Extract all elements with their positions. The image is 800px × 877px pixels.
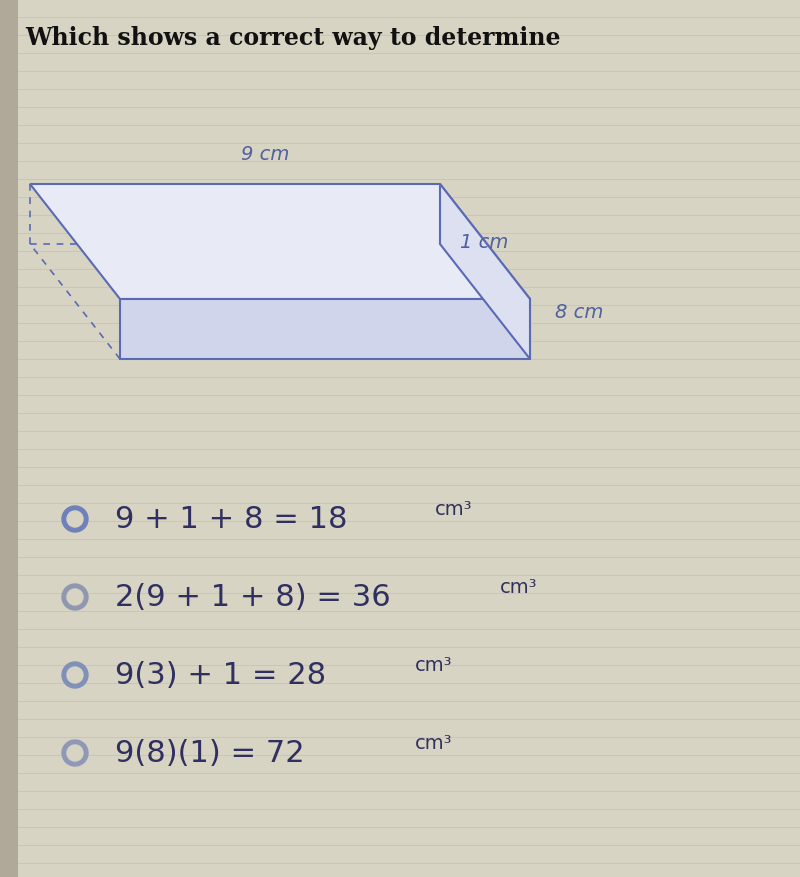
Text: cm³: cm³ <box>415 656 453 674</box>
Text: 9(8)(1) = 72: 9(8)(1) = 72 <box>115 738 305 767</box>
Polygon shape <box>30 185 530 300</box>
Circle shape <box>62 662 88 688</box>
Text: 8 cm: 8 cm <box>555 303 603 322</box>
Polygon shape <box>440 185 530 360</box>
Circle shape <box>62 506 88 532</box>
Circle shape <box>62 740 88 766</box>
Circle shape <box>67 667 83 683</box>
Text: cm³: cm³ <box>435 500 473 519</box>
Bar <box>0 0 18 877</box>
Circle shape <box>67 745 83 761</box>
Text: 9(3) + 1 = 28: 9(3) + 1 = 28 <box>115 660 326 689</box>
Text: 9 cm: 9 cm <box>241 146 289 164</box>
Circle shape <box>67 511 83 527</box>
Text: cm³: cm³ <box>500 578 538 597</box>
Polygon shape <box>120 300 530 360</box>
Text: 9 + 1 + 8 = 18: 9 + 1 + 8 = 18 <box>115 505 347 534</box>
Circle shape <box>62 584 88 610</box>
Text: Which shows a correct way to determine: Which shows a correct way to determine <box>25 26 561 50</box>
Circle shape <box>67 589 83 605</box>
Text: 1 cm: 1 cm <box>460 232 508 252</box>
Text: 2(9 + 1 + 8) = 36: 2(9 + 1 + 8) = 36 <box>115 583 390 612</box>
Text: cm³: cm³ <box>415 734 453 752</box>
